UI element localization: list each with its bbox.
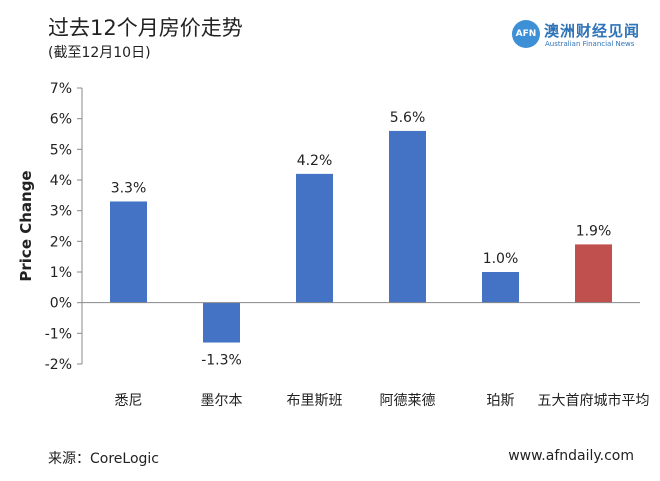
bar-2: [203, 302, 240, 343]
data-label: 1.0%: [483, 251, 519, 267]
x-tick-label: 珀斯: [487, 393, 515, 409]
data-label: 5.6%: [390, 110, 426, 126]
bar-6: [575, 244, 612, 303]
y-tick-label: 6%: [50, 112, 72, 128]
afn-logo-badge: AFN: [512, 20, 540, 48]
x-tick-label: 五大首府城市平均: [538, 392, 650, 409]
data-label: 4.2%: [297, 153, 333, 169]
data-label: -1.3%: [201, 353, 242, 369]
x-tick-label: 墨尔本: [201, 393, 243, 409]
x-tick-label: 悉尼: [115, 393, 143, 409]
chart-title: 过去12个月房价走势: [48, 16, 243, 40]
afn-logo-name-en: Australian Financial News: [545, 40, 635, 48]
x-tick-label: 布里斯班: [287, 393, 343, 409]
data-label: 1.9%: [576, 223, 612, 239]
source-note: 来源：CoreLogic: [48, 451, 159, 467]
x-tick-label: 阿德莱德: [380, 393, 436, 409]
y-axis-label: Price Change: [17, 170, 35, 281]
bar-1: [110, 201, 147, 303]
afn-logo: AFN 澳洲财经见闻 Australian Financial News: [512, 20, 642, 50]
chart-subtitle: (截至12月10日): [48, 45, 151, 61]
y-tick-label: 4%: [50, 173, 72, 189]
y-tick-label: 0%: [50, 296, 72, 312]
bar-group: [110, 130, 612, 343]
bar-4: [389, 130, 426, 303]
y-tick-label: 1%: [50, 265, 72, 281]
x-axis-labels: 悉尼 墨尔本 布里斯班 阿德莱德 珀斯 五大首府城市平均: [115, 392, 650, 409]
bar-3: [296, 173, 333, 303]
y-tick-label: 3%: [50, 204, 72, 220]
data-label-group: 3.3% -1.3% 4.2% 5.6% 1.0% 1.9%: [111, 110, 612, 369]
y-tick-label: 5%: [50, 142, 72, 158]
website-link[interactable]: www.afndaily.com: [508, 448, 634, 464]
y-tick-label: -2%: [45, 357, 72, 373]
data-label: 3.3%: [111, 180, 147, 196]
y-tick-label: 2%: [50, 234, 72, 250]
afn-logo-name-cn: 澳洲财经见闻: [544, 22, 641, 40]
y-tick-label: -1%: [45, 326, 72, 342]
y-tick-label: 7%: [50, 81, 72, 97]
y-axis-ticks: 7% 6% 5% 4% 3% 2% 1% 0% -1% -2%: [45, 81, 82, 373]
bar-5: [482, 272, 519, 303]
